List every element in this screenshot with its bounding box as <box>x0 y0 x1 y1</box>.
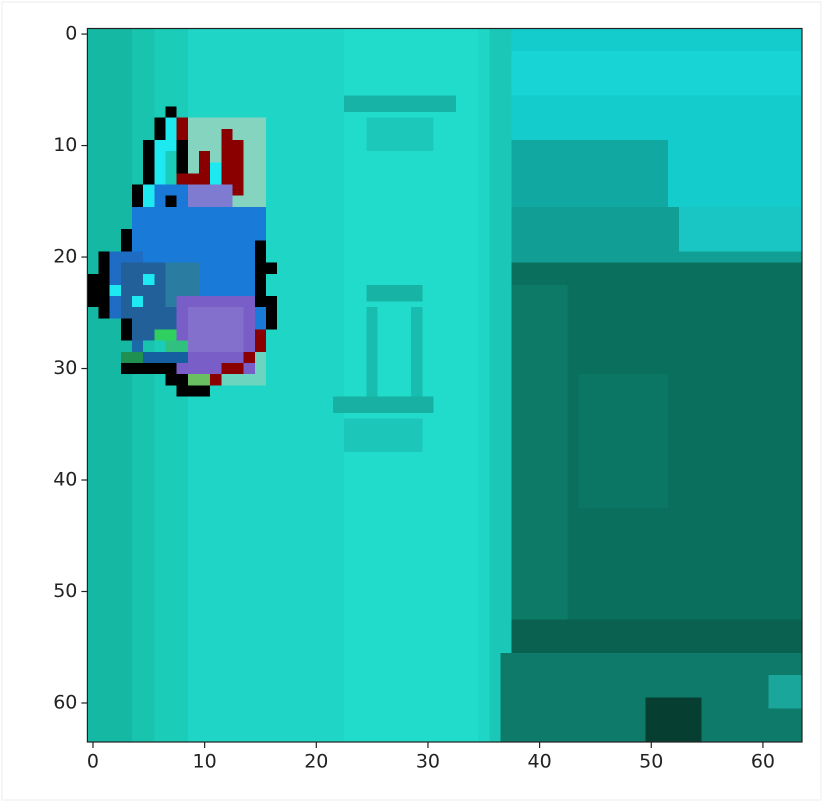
y-tick-label: 0 <box>65 23 77 45</box>
y-tick-label: 60 <box>53 691 77 713</box>
x-tick-label: 0 <box>87 751 99 773</box>
x-tick-label: 50 <box>639 751 663 773</box>
x-tick-label: 20 <box>304 751 328 773</box>
x-tick-label: 10 <box>193 751 217 773</box>
axes-frame <box>86 27 803 743</box>
y-tick-label: 30 <box>53 357 77 379</box>
x-tick-label: 60 <box>751 751 775 773</box>
y-tick-label: 10 <box>53 134 77 156</box>
y-tick-label: 20 <box>53 246 77 268</box>
x-tick-label: 40 <box>528 751 552 773</box>
y-tick-label: 40 <box>53 469 77 491</box>
image <box>87 28 802 742</box>
x-tick-label: 30 <box>416 751 440 773</box>
y-tick-label: 50 <box>53 580 77 602</box>
